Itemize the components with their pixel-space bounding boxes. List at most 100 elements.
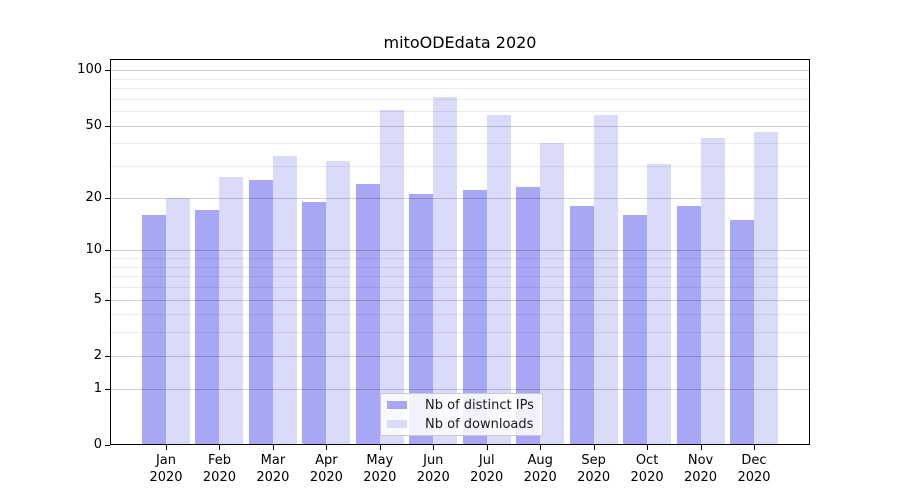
x-tick-year: 2020: [470, 470, 504, 485]
y-tick-label: 2: [93, 347, 102, 363]
bar-ips-feb: [195, 210, 220, 445]
bar-ips-oct: [623, 214, 648, 445]
x-tick-month: Jun: [423, 453, 444, 468]
x-tick-year: 2020: [683, 470, 718, 485]
y-tick-mark: [105, 70, 110, 72]
legend: Nb of distinct IPs Nb of downloads: [380, 393, 543, 436]
x-tick-label: Oct 2020: [615, 452, 679, 486]
bar-downloads-mar: [272, 156, 297, 445]
x-tick-year: 2020: [202, 470, 236, 485]
x-tick-mark: [219, 445, 221, 450]
bar-ips-jan: [142, 214, 166, 445]
major-gridline: [110, 250, 810, 252]
major-gridline: [110, 388, 810, 390]
x-tick-mark: [326, 445, 328, 450]
minor-gridline: [110, 111, 810, 113]
bar-ips-sep: [569, 205, 594, 445]
x-tick-label: Nov 2020: [669, 452, 733, 486]
major-gridline: [110, 197, 810, 199]
x-tick-year: 2020: [416, 470, 450, 485]
x-tick-label: Jul 2020: [455, 452, 519, 486]
y-tick-mark: [105, 250, 110, 252]
y-tick-label: 20: [85, 189, 102, 205]
x-tick-year: 2020: [737, 470, 771, 485]
minor-gridline: [110, 98, 810, 100]
x-tick-mark: [754, 445, 755, 450]
legend-swatch: [387, 401, 407, 409]
bar-downloads-nov: [700, 137, 725, 445]
x-tick-mark: [433, 445, 435, 450]
bar-downloads-jul: [486, 115, 511, 445]
major-gridline: [110, 299, 810, 301]
x-tick-month: Dec: [741, 453, 767, 468]
bar-downloads-dec: [754, 132, 778, 445]
minor-gridline: [110, 332, 810, 334]
x-tick-year: 2020: [577, 470, 611, 485]
y-tick-label: 0: [93, 437, 102, 452]
x-tick-mark: [486, 445, 488, 450]
major-gridline: [110, 355, 810, 357]
bar-downloads-feb: [219, 177, 244, 445]
bar-ips-dec: [730, 219, 754, 445]
minor-gridline: [110, 286, 810, 288]
bar-downloads-apr: [326, 161, 351, 445]
x-tick-month: Sep: [581, 453, 606, 468]
x-tick-month: May: [366, 453, 394, 468]
minor-gridline: [110, 78, 810, 80]
x-tick-label: Apr 2020: [294, 452, 358, 486]
y-tick-label: 10: [85, 242, 102, 258]
x-tick-mark: [166, 445, 167, 450]
minor-gridline: [110, 314, 810, 316]
x-tick-label: Jan 2020: [134, 452, 198, 486]
x-tick-label: Jun 2020: [401, 452, 465, 486]
minor-gridline: [110, 166, 810, 168]
x-tick-month: Feb: [207, 453, 231, 468]
y-tick-label: 5: [93, 291, 102, 307]
legend-label: Nb of distinct IPs: [425, 397, 534, 413]
x-tick-mark: [379, 445, 381, 450]
bar-downloads-aug: [540, 143, 565, 445]
x-tick-label: Aug 2020: [508, 452, 572, 486]
y-tick-label: 1: [93, 380, 102, 396]
x-tick-label: Feb 2020: [187, 452, 251, 486]
x-tick-year: 2020: [149, 470, 183, 485]
y-tick-mark: [105, 299, 110, 301]
x-tick-year: 2020: [523, 470, 557, 485]
y-tick-mark: [105, 388, 110, 390]
bar-ips-apr: [302, 201, 327, 445]
legend-label: Nb of downloads: [425, 416, 534, 432]
major-gridline: [110, 70, 810, 72]
legend-item: Nb of downloads: [387, 417, 534, 432]
x-tick-mark: [272, 445, 274, 450]
x-tick-mark: [540, 445, 542, 450]
x-tick-label: Mar 2020: [241, 452, 305, 486]
x-tick-month: Jul: [478, 453, 495, 468]
bar-downloads-jan: [166, 197, 190, 445]
bar-downloads-jun: [433, 96, 458, 445]
x-tick-year: 2020: [256, 470, 290, 485]
y-tick-mark: [105, 355, 110, 357]
x-tick-year: 2020: [630, 470, 664, 485]
y-tick-mark: [105, 445, 110, 446]
x-tick-label: Dec 2020: [722, 452, 786, 486]
bar-downloads-oct: [647, 163, 672, 445]
minor-gridline: [110, 266, 810, 268]
x-tick-mark: [700, 445, 702, 450]
x-tick-month: Mar: [260, 453, 286, 468]
legend-swatch: [387, 420, 407, 428]
y-tick-label: 100: [77, 62, 102, 78]
x-tick-month: Apr: [315, 453, 338, 468]
legend-item: Nb of distinct IPs: [387, 398, 534, 413]
y-tick-mark: [105, 197, 110, 199]
minor-gridline: [110, 143, 810, 145]
bar-ips-nov: [676, 205, 701, 445]
x-tick-mark: [593, 445, 595, 450]
x-tick-year: 2020: [309, 470, 343, 485]
minor-gridline: [110, 258, 810, 260]
x-tick-year: 2020: [363, 470, 397, 485]
x-tick-month: Nov: [687, 453, 714, 468]
x-tick-month: Oct: [635, 453, 659, 468]
bar-downloads-may: [379, 109, 404, 445]
y-tick-mark: [105, 125, 110, 127]
